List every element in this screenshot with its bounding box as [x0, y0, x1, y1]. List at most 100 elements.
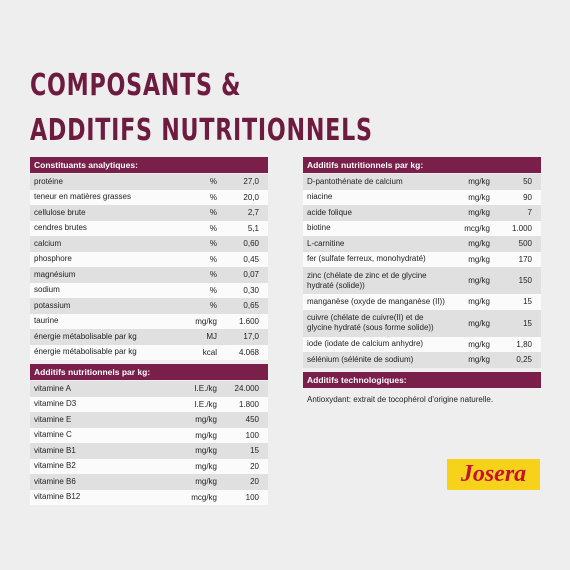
- nutrient-name: fer (sulfate ferreux, monohydraté): [307, 254, 426, 264]
- section-header: Additifs technologiques:: [303, 371, 541, 388]
- unit: mg/kg: [195, 415, 217, 425]
- table-row: protéine% 27,0: [30, 174, 268, 190]
- amount: 15: [523, 297, 532, 307]
- amount: 7: [527, 208, 532, 218]
- nutrient-name: teneur en matières grasses: [34, 192, 131, 202]
- nutrient-name: iode (iodate de calcium anhydre): [307, 339, 424, 349]
- table-body: vitamine A I.E./kg 24.000 vitamine D3 I.E./k…: [30, 381, 268, 505]
- amount: 170: [518, 254, 532, 264]
- nutrient-name: vitamine B12: [34, 492, 81, 502]
- table-row: calcium% 0,60: [30, 236, 268, 252]
- nutrient-name: zinc (chélate de zinc et de glycine hydr…: [307, 270, 427, 290]
- unit: %: [209, 285, 217, 295]
- table-row: zinc (chélate de zinc et de glycine hydr…: [303, 267, 541, 294]
- nutrient-name: protéine: [34, 176, 63, 186]
- table-row: vitamine A I.E./kg 24.000: [30, 381, 268, 397]
- amount: 15: [250, 446, 259, 456]
- amount: 17,0: [243, 332, 259, 342]
- unit: %: [209, 270, 217, 280]
- title-line: COMPOSANTS &: [30, 68, 242, 103]
- nutrient-name: phosphore: [34, 254, 72, 264]
- table-row: acide folique mg/kg 7: [303, 205, 541, 221]
- nutrient-name: vitamine B1: [34, 445, 76, 455]
- nutrient-name: sélénium (sélénite de sodium): [307, 354, 414, 364]
- table-row: vitamine B2 mg/kg 20: [30, 458, 268, 474]
- amount: 90: [523, 192, 532, 202]
- unit: mg/kg: [468, 192, 490, 202]
- amount: 0,30: [243, 285, 259, 295]
- amount: 4.068: [238, 347, 259, 357]
- unit: %: [209, 208, 217, 218]
- table-row: teneur en matières grasses% 20,0: [30, 189, 268, 205]
- table-row: iode (iodate de calcium anhydre) mg/kg 1,8…: [303, 336, 541, 352]
- unit: %: [209, 254, 217, 264]
- unit: I.E./kg: [194, 384, 217, 394]
- left-column: Constituants analytiques: protéine% 27,0 te…: [30, 157, 268, 509]
- table-row: D-pantothénate de calcium mg/kg 50: [303, 174, 541, 190]
- amount: 0,25: [516, 355, 532, 365]
- unit: mg/kg: [468, 297, 490, 307]
- amount: 500: [518, 239, 532, 249]
- table-row: vitamine B12 mcg/kg 100: [30, 489, 268, 505]
- amount: 150: [518, 276, 532, 285]
- unit: mg/kg: [195, 477, 217, 487]
- amount: 1.000: [511, 223, 532, 233]
- amount: 1.600: [238, 316, 259, 326]
- amount: 2,7: [247, 208, 259, 218]
- nutrient-name: D-pantothénate de calcium: [307, 176, 403, 186]
- table-body: protéine% 27,0 teneur en matières grasses%…: [30, 174, 268, 360]
- nutrient-name: manganèse (oxyde de manganèse (II)): [307, 296, 445, 306]
- unit: %: [209, 177, 217, 187]
- unit: %: [209, 239, 217, 249]
- unit: %: [209, 223, 217, 233]
- section: Additifs technologiques: Antioxydant: ext…: [303, 371, 541, 410]
- unit: I.E./kg: [194, 399, 217, 409]
- nutrient-name: énergie métabolisable par kg: [34, 331, 137, 341]
- section-header: Additifs nutritionnels par kg:: [30, 364, 268, 380]
- amount: 24.000: [234, 384, 259, 394]
- table-row: cendres brutes% 5,1: [30, 220, 268, 236]
- amount: 100: [245, 430, 259, 440]
- nutrient-name: acide folique: [307, 207, 352, 217]
- amount: 20,0: [243, 192, 259, 202]
- title-line: ADDITIFS NUTRITIONNELS: [30, 113, 373, 148]
- unit: MJ: [206, 332, 217, 342]
- unit: mg/kg: [195, 430, 217, 440]
- table-row: taurine mg/kg 1.600: [30, 313, 268, 329]
- table-row: magnésium% 0,07: [30, 267, 268, 283]
- table-row: phosphore% 0,45: [30, 251, 268, 267]
- right-column: Additifs nutritionnels par kg: D-pantothé…: [303, 157, 541, 414]
- unit: mg/kg: [468, 276, 490, 285]
- nutrient-name: vitamine A: [34, 383, 71, 393]
- table-row: niacine mg/kg 90: [303, 189, 541, 205]
- unit: mg/kg: [468, 339, 490, 349]
- amount: 20: [250, 461, 259, 471]
- nutrient-name: biotine: [307, 223, 331, 233]
- nutrient-name: niacine: [307, 192, 333, 202]
- amount: 5,1: [247, 223, 259, 233]
- table-row: sélénium (sélénite de sodium) mg/kg 0,25: [303, 352, 541, 368]
- section: Constituants analytiques: protéine% 27,0 te…: [30, 157, 268, 360]
- unit: kcal: [202, 347, 217, 357]
- nutrient-name: taurine: [34, 316, 59, 326]
- unit: mg/kg: [195, 316, 217, 326]
- table-row: biotine mcg/kg 1.000: [303, 220, 541, 236]
- table-row: cellulose brute% 2,7: [30, 205, 268, 221]
- section-header: Additifs nutritionnels par kg:: [303, 157, 541, 173]
- table-row: énergie métabolisable par kg MJ 17,0: [30, 329, 268, 345]
- amount: 1.800: [238, 399, 259, 409]
- table-row: vitamine B1 mg/kg 15: [30, 443, 268, 459]
- amount: 0,65: [243, 301, 259, 311]
- nutrient-name: cellulose brute: [34, 207, 86, 217]
- nutrient-name: vitamine E: [34, 414, 72, 424]
- table-row: potassium% 0,65: [30, 298, 268, 314]
- nutrient-name: sodium: [34, 285, 60, 295]
- amount: 50: [523, 177, 532, 187]
- table-row: vitamine E mg/kg 450: [30, 412, 268, 428]
- logo: Josera: [447, 459, 540, 490]
- unit: mg/kg: [468, 177, 490, 187]
- table-row: manganèse (oxyde de manganèse (II)) mg/kg…: [303, 294, 541, 310]
- nutrient-name: L-carnitine: [307, 238, 345, 248]
- table-row: L-carnitine mg/kg 500: [303, 236, 541, 252]
